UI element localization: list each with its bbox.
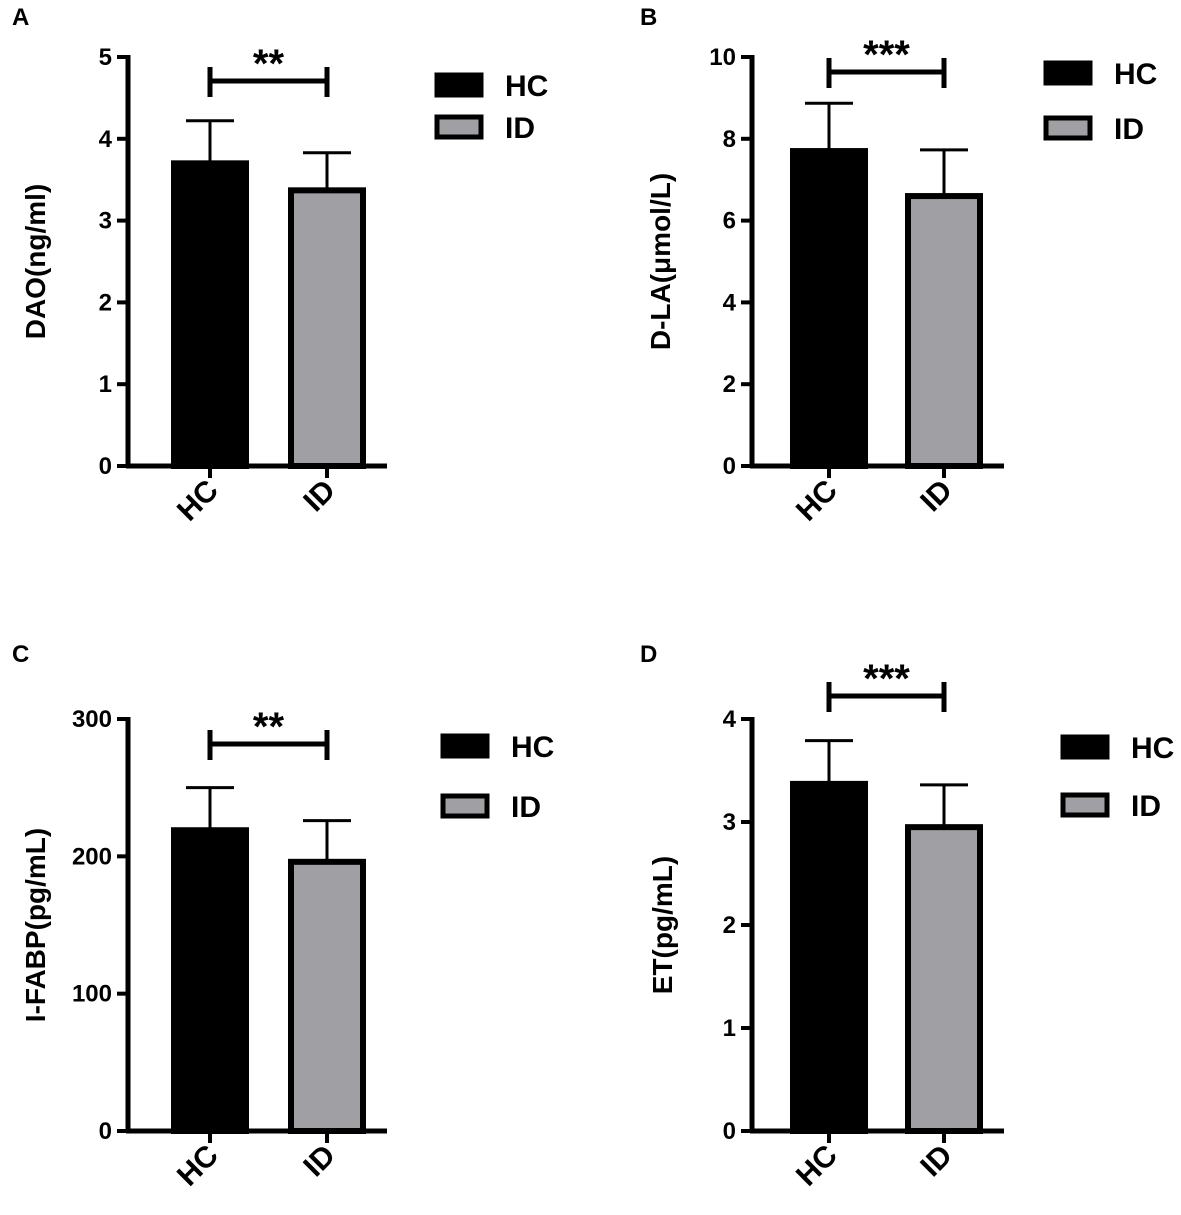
legend-swatch-id — [440, 793, 490, 819]
panel-d: D 0 1 2 3 4 HC ID ET(pg/mL) *** HC ID — [640, 641, 1174, 1193]
y-tick-label: 4 — [723, 289, 737, 316]
y-axis-label: D-LA(μmol/L) — [645, 173, 676, 350]
bar-id — [905, 193, 983, 469]
legend-swatch-hc — [1043, 60, 1093, 86]
y-tick-label: 200 — [72, 843, 112, 870]
y-tick-label: 5 — [99, 44, 112, 71]
x-tick-label-id: ID — [297, 1139, 342, 1184]
panel-c: C 0 100 200 300 HC ID I-FABP(pg/mL) ** HC ID — [12, 641, 554, 1193]
y-tick-label: 3 — [99, 208, 112, 235]
legend-label-id: ID — [1114, 113, 1144, 146]
y-tick-label: 2 — [723, 371, 736, 398]
y-tick-label: 4 — [99, 126, 113, 153]
panel-letter: C — [12, 641, 29, 668]
legend-label-id: ID — [505, 112, 535, 145]
bar-hc — [171, 827, 249, 1134]
significance-label: ** — [253, 705, 285, 749]
y-tick-label: 1 — [723, 1015, 736, 1042]
panel-a: A 0 1 2 3 4 5 HC ID DAO(ng/ml) ** HC ID — [12, 4, 548, 528]
x-tick-label-id: ID — [297, 474, 342, 519]
bar-id — [288, 187, 366, 469]
legend-label-hc: HC — [505, 70, 548, 103]
x-tick-label-hc: HC — [171, 1139, 225, 1193]
bar-hc — [790, 780, 868, 1134]
bar-id — [905, 824, 983, 1135]
legend-label-hc: HC — [511, 731, 554, 764]
y-tick-label: 2 — [99, 289, 112, 316]
significance-label: *** — [863, 33, 910, 77]
significance-label: ** — [253, 42, 285, 86]
legend-swatch-id — [434, 114, 484, 140]
y-axis-label: ET(pg/mL) — [647, 856, 678, 994]
bar-id — [288, 858, 366, 1134]
y-tick-label: 1 — [99, 371, 112, 398]
y-axis-label: DAO(ng/ml) — [20, 184, 51, 340]
y-tick-label: 300 — [72, 706, 112, 733]
panel-b: B 0 2 4 6 8 10 HC ID D-LA(μmol/L) *** HC ID — [640, 4, 1157, 528]
bar-hc — [171, 160, 249, 469]
bar-hc — [790, 148, 868, 469]
y-tick-label: 10 — [709, 44, 736, 71]
y-tick-label: 4 — [723, 706, 737, 733]
y-tick-label: 3 — [723, 809, 736, 836]
legend-label-hc: HC — [1114, 58, 1157, 91]
y-tick-label: 8 — [723, 126, 736, 153]
x-tick-label-hc: HC — [790, 474, 844, 528]
y-tick-label: 0 — [723, 453, 736, 480]
legend-label-id: ID — [511, 791, 541, 824]
y-tick-label: 100 — [72, 981, 112, 1008]
panel-letter: D — [640, 641, 657, 668]
legend-swatch-id — [1060, 792, 1110, 818]
legend-label-id: ID — [1131, 790, 1161, 823]
significance-label: *** — [863, 657, 910, 701]
y-tick-label: 6 — [723, 208, 736, 235]
y-tick-label: 0 — [99, 453, 112, 480]
legend-swatch-hc — [440, 733, 490, 759]
legend-label-hc: HC — [1131, 732, 1174, 765]
legend-swatch-hc — [434, 72, 484, 98]
panel-letter: B — [640, 4, 657, 31]
panel-letter: A — [12, 4, 29, 31]
x-tick-label-id: ID — [914, 1139, 959, 1184]
legend-swatch-id — [1043, 115, 1093, 141]
x-tick-label-id: ID — [914, 474, 959, 519]
x-tick-label-hc: HC — [790, 1139, 844, 1193]
y-tick-label: 2 — [723, 912, 736, 939]
x-tick-label-hc: HC — [171, 474, 225, 528]
y-tick-label: 0 — [99, 1118, 112, 1145]
y-axis-label: I-FABP(pg/mL) — [20, 828, 51, 1022]
y-tick-label: 0 — [723, 1118, 736, 1145]
legend-swatch-hc — [1060, 734, 1110, 760]
